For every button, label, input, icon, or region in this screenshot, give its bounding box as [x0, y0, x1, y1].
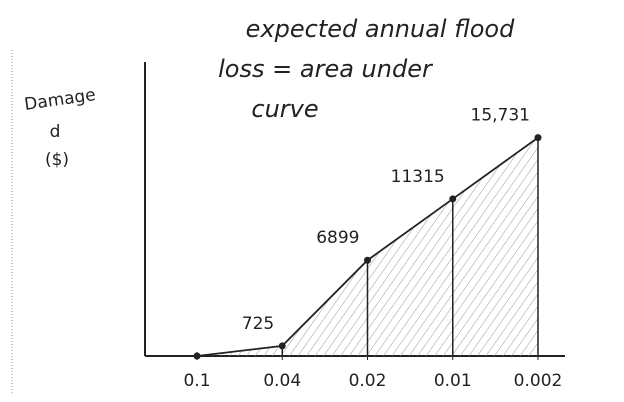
value-label: 11315	[391, 167, 445, 187]
x-tick-label: 0.01	[434, 371, 472, 391]
point	[279, 342, 286, 349]
x-tick-label: 0.002	[514, 371, 563, 391]
chart: expected annual flood loss = area under …	[0, 0, 624, 402]
y-label: d	[50, 122, 61, 142]
value-label: 6899	[316, 228, 359, 248]
title-line: loss = area under	[218, 55, 434, 83]
value-label: 725	[242, 314, 274, 334]
point	[449, 195, 456, 202]
x-tick-label: 0.04	[263, 371, 301, 391]
value-label: 15,731	[471, 106, 530, 126]
point	[194, 353, 201, 360]
page: expected annual flood loss = area under …	[0, 0, 624, 402]
point	[364, 257, 371, 264]
x-tick-label: 0.02	[349, 371, 387, 391]
y-label: Damage	[23, 85, 97, 115]
x-tick-label: 0.1	[183, 371, 210, 391]
title-line: expected annual flood	[246, 15, 515, 43]
point	[535, 134, 542, 141]
y-label: ($)	[45, 150, 69, 170]
title-line: curve	[251, 95, 318, 123]
